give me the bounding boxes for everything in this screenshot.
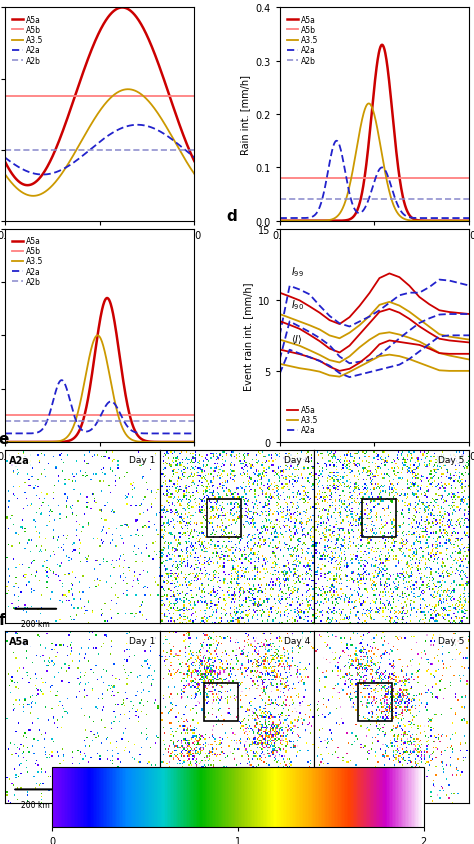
- X-axis label: Time [days]: Time [days]: [346, 467, 403, 477]
- Text: b: b: [230, 0, 241, 3]
- Text: f: f: [0, 612, 5, 627]
- Text: Day 5: Day 5: [438, 636, 465, 645]
- Text: $I_{99}$: $I_{99}$: [291, 265, 304, 279]
- Text: Day 4: Day 4: [283, 636, 310, 645]
- X-axis label: Time [days]: Time [days]: [346, 246, 403, 256]
- Text: d: d: [227, 209, 237, 224]
- Bar: [358, 684, 392, 722]
- Legend: A5a, A3.5, A2a: A5a, A3.5, A2a: [285, 404, 319, 436]
- Legend: A5a, A5b, A3.5, A2a, A2b: A5a, A5b, A3.5, A2a, A2b: [285, 14, 319, 67]
- Text: A5a: A5a: [9, 636, 30, 646]
- Legend: A5a, A5b, A3.5, A2a, A2b: A5a, A5b, A3.5, A2a, A2b: [10, 14, 45, 67]
- Text: e: e: [0, 431, 9, 446]
- Bar: [362, 500, 396, 538]
- Text: Day 1: Day 1: [128, 636, 155, 645]
- Y-axis label: Rain int. [mm/h]: Rain int. [mm/h]: [240, 75, 250, 155]
- Text: $I_{90}$: $I_{90}$: [291, 298, 304, 311]
- Legend: A5a, A5b, A3.5, A2a, A2b: A5a, A5b, A3.5, A2a, A2b: [10, 235, 45, 288]
- Text: Day 5: Day 5: [438, 456, 465, 464]
- Text: 200 km: 200 km: [21, 619, 50, 629]
- Bar: [203, 684, 237, 722]
- Text: $\langle I \rangle$: $\langle I \rangle$: [291, 333, 303, 346]
- Text: Day 1: Day 1: [128, 456, 155, 464]
- Y-axis label: Event rain int. [mm/h]: Event rain int. [mm/h]: [243, 282, 253, 390]
- X-axis label: Time [days]: Time [days]: [71, 246, 128, 256]
- X-axis label: Time [days]: Time [days]: [71, 467, 128, 477]
- Text: 200 km: 200 km: [21, 800, 50, 809]
- Text: Day 4: Day 4: [283, 456, 310, 464]
- Bar: [207, 500, 241, 538]
- Text: A2a: A2a: [9, 456, 30, 466]
